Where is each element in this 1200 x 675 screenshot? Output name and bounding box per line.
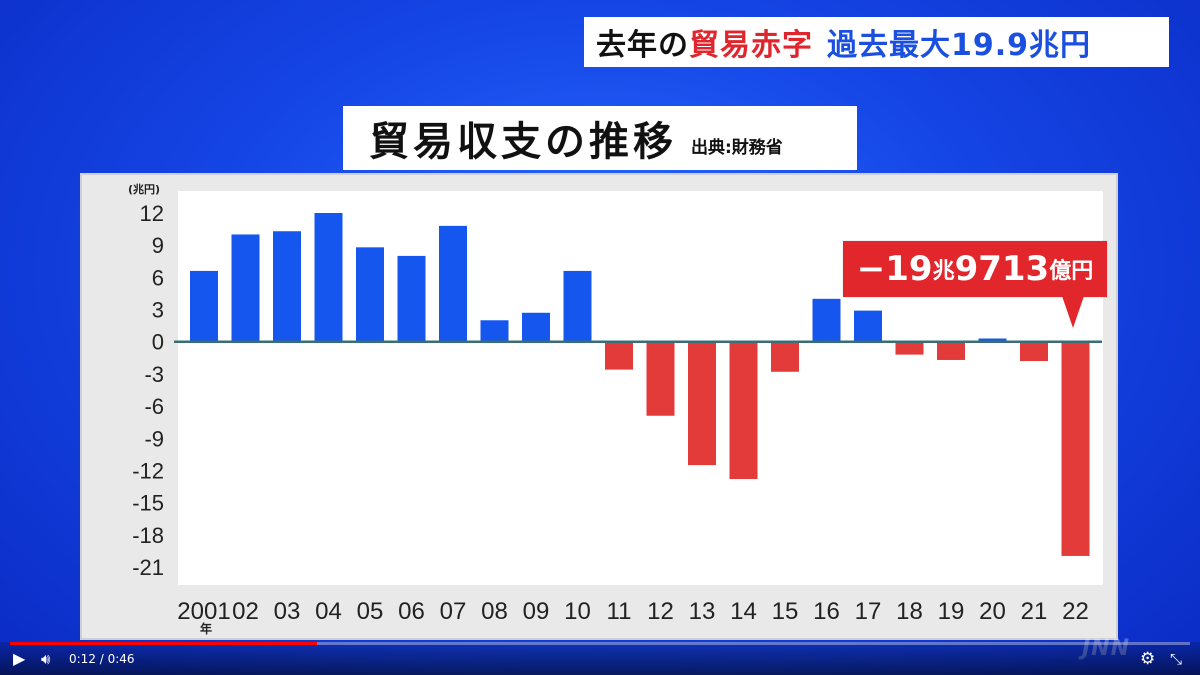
headline-part2: 貿易赤字: [689, 28, 813, 63]
bar: [646, 341, 675, 416]
play-icon[interactable]: ▶: [13, 649, 26, 668]
x-tick-label: 08: [481, 598, 508, 625]
x-first-suffix: 年: [200, 621, 212, 636]
bar: [397, 255, 426, 342]
bar: [605, 341, 633, 370]
bar: [729, 341, 758, 480]
bar: [1020, 341, 1048, 362]
x-tick-label: 07: [440, 598, 467, 625]
x-tick-label: 21: [1021, 598, 1048, 625]
x-tick-label: 17: [855, 598, 882, 625]
headline-banner: 去年の 貿易赤字 過去最大19.9兆円: [584, 17, 1169, 67]
bar: [231, 234, 260, 342]
x-tick-label: 10: [564, 598, 591, 625]
y-unit-label: (兆円): [128, 182, 160, 196]
bar: [854, 310, 882, 342]
chart-title: 貿易収支の推移: [369, 119, 677, 165]
bar: [895, 341, 924, 355]
volume-icon[interactable]: 🔊︎: [41, 650, 51, 668]
bar: [978, 338, 1007, 342]
y-tick-label: -9: [144, 426, 164, 451]
chart-source: 出典:財務省: [691, 137, 783, 158]
bar: [1061, 341, 1090, 556]
bar: [273, 231, 301, 342]
x-tick-label: 2001: [177, 598, 230, 625]
y-tick-label: -15: [132, 491, 164, 516]
callout-number2: 9713: [954, 249, 1050, 289]
bar: [480, 320, 509, 342]
x-tick-label: 22: [1062, 598, 1089, 625]
x-tick-label: 16: [813, 598, 840, 625]
x-tick-label: 14: [730, 598, 757, 625]
x-tick-label: 20: [979, 598, 1006, 625]
x-tick-label: 19: [938, 598, 965, 625]
bar: [688, 341, 716, 466]
callout-unit1: 兆: [932, 259, 955, 284]
x-tick-label: 18: [896, 598, 923, 625]
y-tick-label: 6: [152, 265, 164, 290]
y-tick-label: -21: [132, 555, 164, 580]
exit-fullscreen-icon[interactable]: ⤡: [1170, 650, 1183, 668]
x-tick-label: 11: [607, 598, 632, 625]
y-tick-label: 12: [140, 201, 164, 226]
progress-bar[interactable]: [10, 642, 1190, 645]
video-controls: ▶ 🔊︎ 0:12 / 0:46 ⚙ ⤡: [0, 642, 1200, 675]
gear-icon[interactable]: ⚙: [1140, 649, 1156, 669]
x-tick-label: 06: [398, 598, 425, 625]
x-tick-label: 15: [772, 598, 799, 625]
bar: [439, 225, 467, 342]
progress-fill: [10, 642, 317, 645]
bar: [563, 270, 592, 342]
bar: [522, 312, 550, 342]
value-callout: −19 兆 9713 億円: [843, 241, 1107, 297]
callout-pointer: [1062, 296, 1084, 328]
bar: [190, 270, 218, 342]
x-tick-label: 13: [689, 598, 716, 625]
x-tick-label: 04: [315, 598, 342, 625]
y-tick-label: 3: [152, 298, 164, 323]
bar: [314, 213, 343, 342]
x-tick-label: 05: [357, 598, 384, 625]
x-tick-label: 12: [647, 598, 674, 625]
headline-part1: 去年の: [596, 28, 689, 63]
bar: [937, 341, 965, 360]
headline-part3: 過去最大19.9兆円: [827, 28, 1092, 63]
y-tick-label: -12: [132, 458, 164, 483]
x-tick-label: 02: [232, 598, 259, 625]
callout-number: −19: [856, 249, 933, 289]
bar: [771, 341, 799, 372]
y-tick-label: 0: [152, 330, 164, 355]
bar: [356, 247, 384, 342]
bar: [812, 298, 841, 342]
y-tick-label: 9: [152, 233, 164, 258]
chart-title-box: 貿易収支の推移 出典:財務省: [343, 106, 857, 170]
y-tick-label: -6: [144, 394, 164, 419]
y-tick-label: -3: [144, 362, 164, 387]
callout-unit2: 億円: [1049, 259, 1094, 284]
x-tick-label: 03: [274, 598, 301, 625]
time-display: 0:12 / 0:46: [69, 652, 135, 666]
y-tick-label: -18: [132, 523, 164, 548]
x-tick-label: 09: [523, 598, 550, 625]
